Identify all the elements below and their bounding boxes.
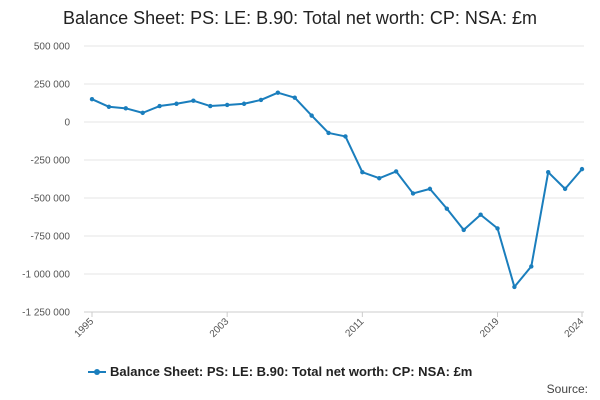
data-point[interactable] — [410, 191, 416, 196]
x-tick-label: 1995 — [73, 316, 97, 340]
data-point[interactable] — [377, 176, 382, 181]
data-point[interactable] — [546, 169, 551, 175]
series-layer — [89, 90, 585, 290]
data-point[interactable] — [495, 226, 500, 231]
data-point[interactable] — [427, 186, 433, 192]
y-tick-label: -250 000 — [31, 156, 71, 167]
x-tick-label: 2003 — [208, 316, 232, 340]
grid-lines — [84, 45, 584, 313]
y-tick-label: 500 000 — [34, 42, 71, 53]
y-tick-label: -750 000 — [31, 232, 71, 243]
source-label: Source: — [546, 382, 588, 396]
data-point[interactable] — [258, 97, 264, 103]
data-point[interactable] — [393, 169, 399, 174]
y-tick-label: 250 000 — [34, 80, 71, 91]
data-point[interactable] — [512, 284, 517, 290]
data-point[interactable] — [292, 95, 297, 100]
x-tick-label: 2011 — [343, 316, 366, 339]
data-point[interactable] — [174, 101, 179, 106]
data-point[interactable] — [326, 130, 331, 136]
chart-title: Balance Sheet: PS: LE: B.90: Total net w… — [63, 8, 537, 28]
data-point[interactable] — [478, 212, 483, 217]
data-point[interactable] — [343, 134, 348, 139]
data-point[interactable] — [309, 113, 314, 118]
data-point[interactable] — [241, 101, 247, 106]
series-line — [91, 91, 583, 288]
x-tick-label: 2019 — [478, 316, 502, 340]
data-point[interactable] — [579, 166, 585, 172]
data-point[interactable] — [275, 90, 281, 95]
legend[interactable]: Balance Sheet: PS: LE: B.90: Total net w… — [88, 364, 472, 379]
data-point[interactable] — [157, 103, 162, 109]
y-tick-label: -1 000 000 — [22, 270, 70, 281]
x-axis-ticks: 1995 2003 2011 2019 2024 — [73, 312, 587, 340]
x-tick-label: 2024 — [563, 316, 587, 340]
data-point[interactable] — [444, 206, 450, 211]
data-point[interactable] — [123, 106, 128, 111]
data-point[interactable] — [208, 103, 213, 109]
data-point[interactable] — [106, 104, 112, 110]
data-point[interactable] — [360, 169, 365, 175]
data-point[interactable] — [562, 186, 568, 192]
legend-label: Balance Sheet: PS: LE: B.90: Total net w… — [110, 364, 473, 379]
data-point[interactable] — [89, 97, 95, 102]
data-point[interactable] — [461, 227, 466, 233]
y-tick-label: -500 000 — [31, 194, 71, 205]
y-tick-label: -1 250 000 — [22, 308, 70, 319]
data-point[interactable] — [191, 98, 196, 103]
y-axis-ticks: 500 000 250 000 0 -250 000 -500 000 -750 000 -… — [22, 42, 70, 319]
y-tick-label: 0 — [64, 118, 70, 129]
data-point[interactable] — [224, 102, 230, 108]
data-point[interactable] — [140, 110, 145, 116]
legend-swatch — [88, 367, 106, 377]
data-point[interactable] — [529, 264, 534, 269]
